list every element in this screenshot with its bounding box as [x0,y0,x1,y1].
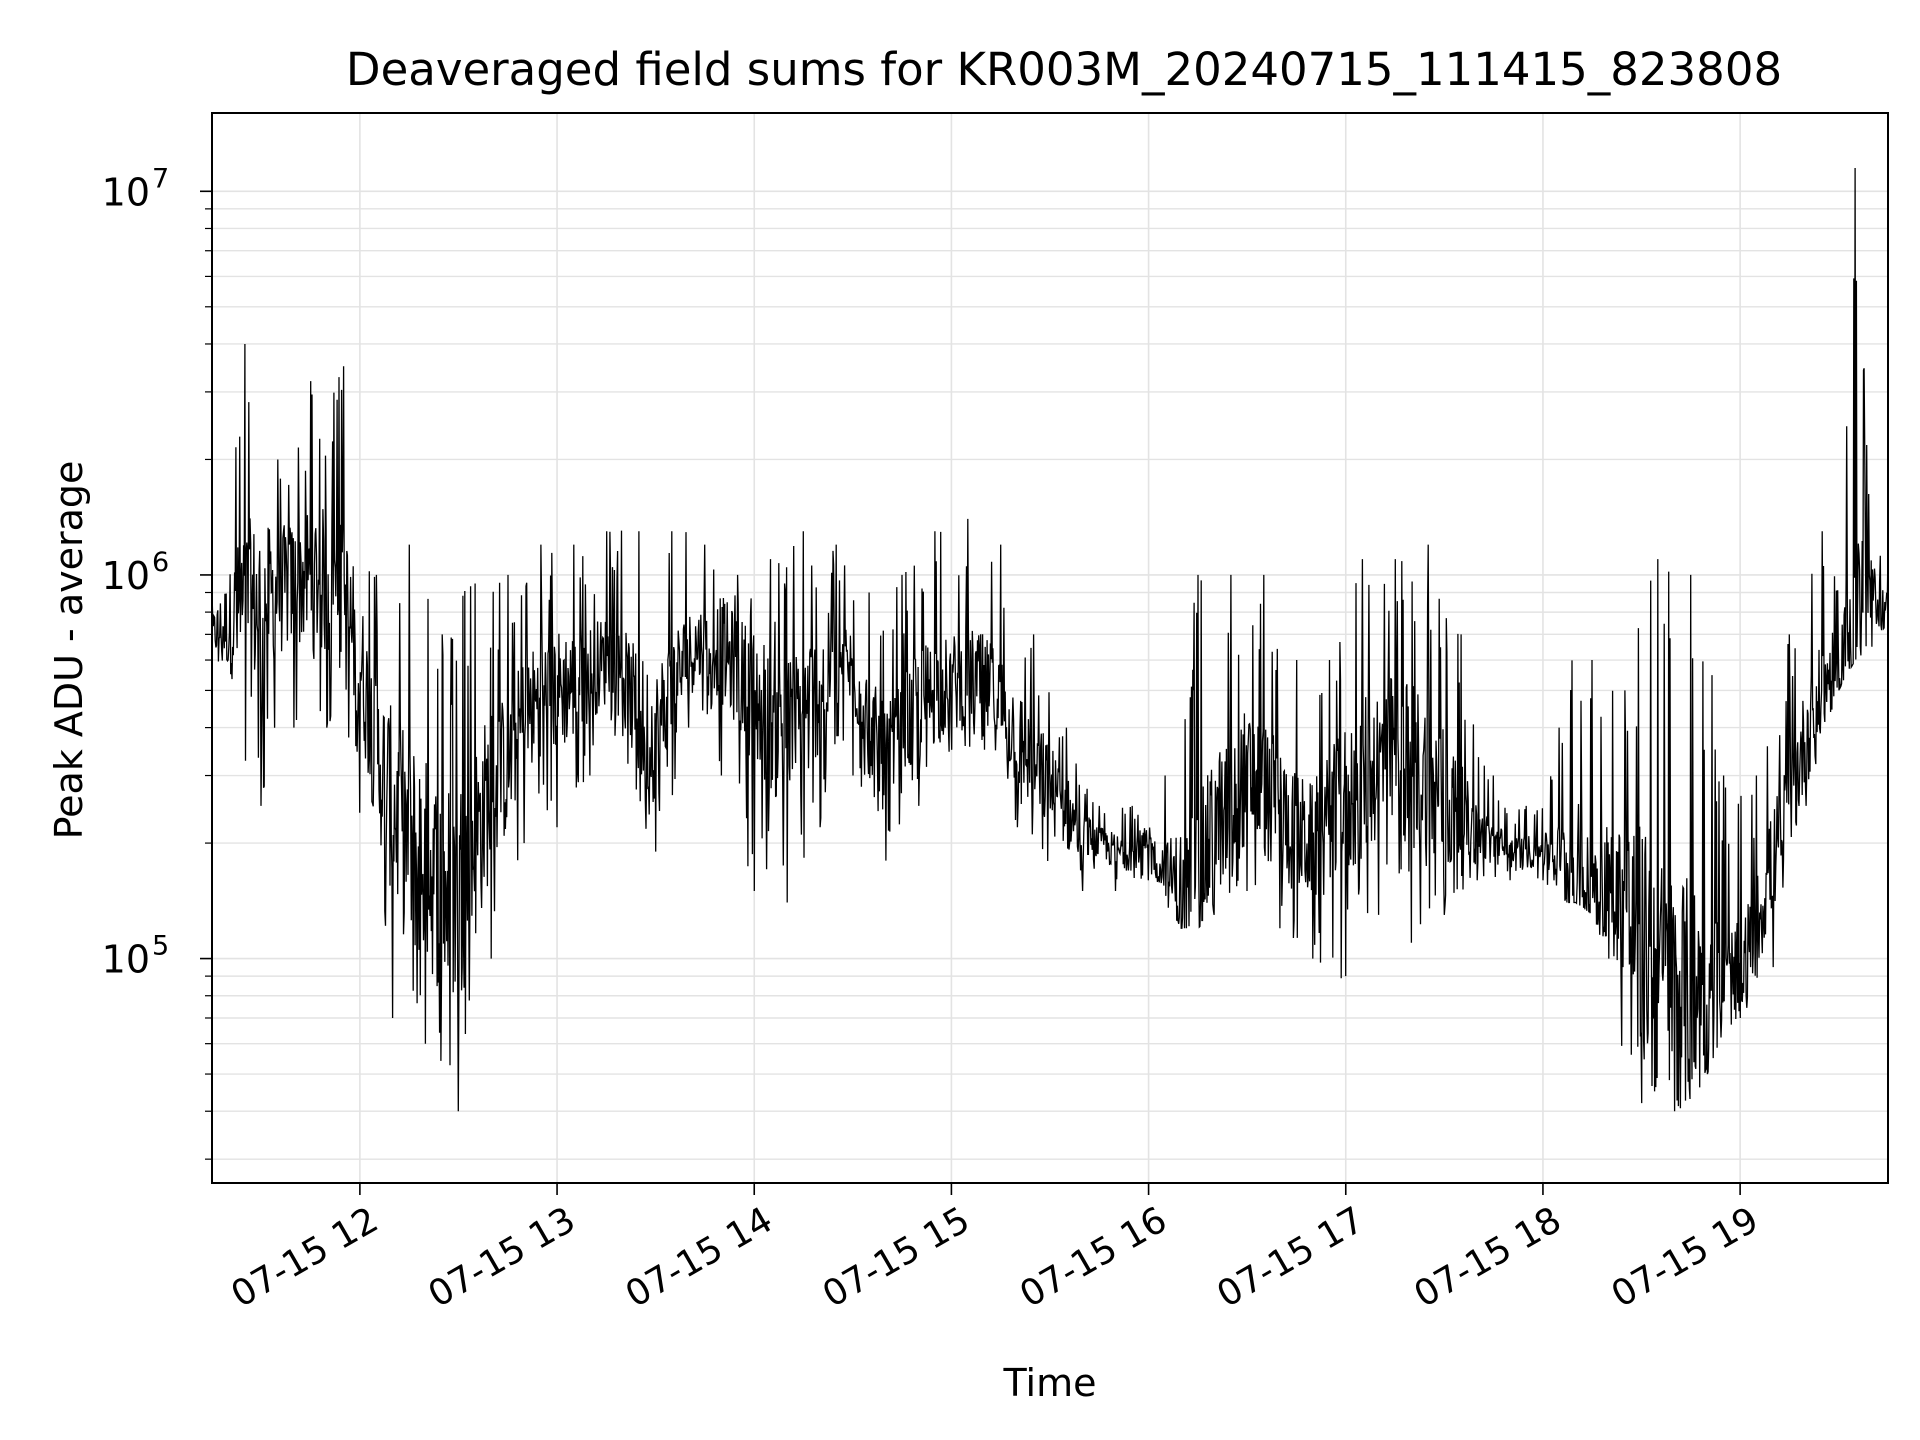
y-tick-exponent: 6 [152,547,169,578]
y-tick-label: 10 5 [102,931,170,982]
y-tick-exponent: 5 [152,931,169,962]
y-tick-label: 10 7 [102,163,170,214]
x-tick-label: 07-15 17 [1210,1199,1371,1315]
y-tick-base: 10 [102,554,150,598]
y-tick-exponent: 7 [152,163,169,194]
x-tick-label: 07-15 12 [225,1199,386,1315]
plot-frame [211,112,1889,1184]
y-tick-base: 10 [102,938,150,982]
y-tick-label: 10 6 [102,547,170,598]
y-tick-base: 10 [102,170,150,214]
series-line [212,167,1888,1112]
x-axis-label: Time [1003,1361,1097,1405]
x-tick-label: 07-15 16 [1013,1199,1174,1315]
x-tick-label: 07-15 15 [816,1199,977,1315]
data-layer [212,167,1888,1112]
x-tick-label: 07-15 18 [1408,1199,1569,1315]
y-axis-label: Peak ADU - average [47,461,91,840]
x-tick-label: 07-15 13 [422,1199,583,1315]
chart-title: Deaveraged field sums for KR003M_2024071… [346,43,1782,96]
x-tick-label: 07-15 14 [619,1199,780,1315]
x-tick-label: 07-15 19 [1605,1199,1766,1315]
